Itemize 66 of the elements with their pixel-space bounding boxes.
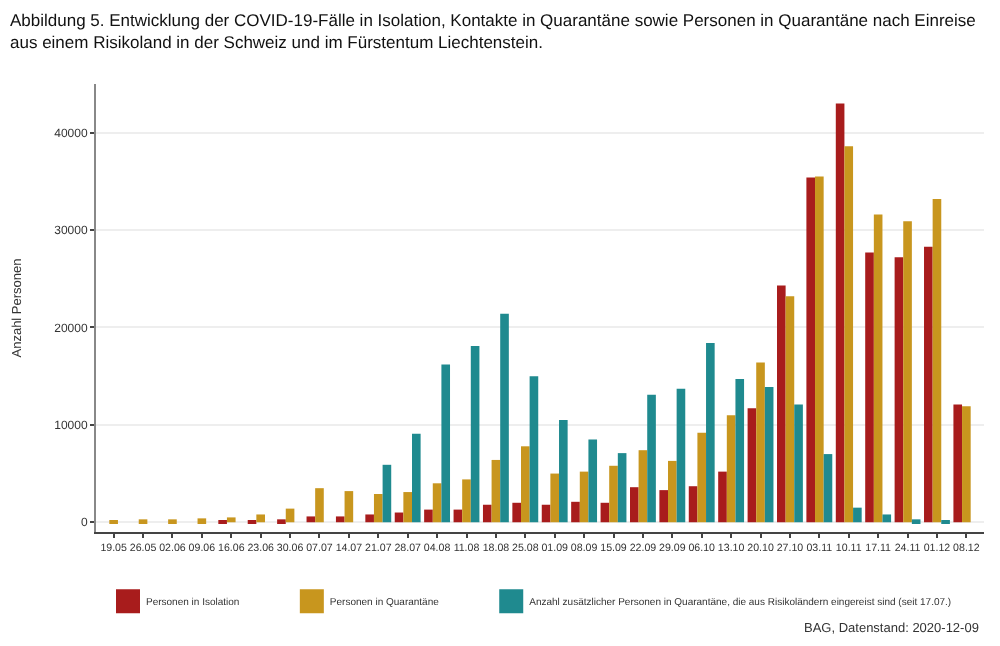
bar [697, 432, 707, 523]
bar [579, 471, 589, 523]
bar [491, 459, 501, 523]
bar [882, 514, 892, 523]
bar [365, 514, 374, 523]
bar [932, 198, 942, 523]
bar [512, 502, 521, 523]
chart-title: Abbildung 5. Entwicklung der COVID-19-Fälle in Isolation, Kontakte in Quarantäne sowie Personen in Quarantäne nach Einreise aus einem Risikoland in der Schweiz und im Fürstentum Liechtenstein. [10, 9, 977, 52]
bar [609, 465, 618, 523]
bar [706, 343, 715, 523]
bar [571, 501, 580, 523]
bar [403, 492, 412, 523]
bar [924, 246, 933, 523]
bar [344, 491, 354, 523]
bar [520, 446, 530, 523]
bar [756, 362, 765, 523]
bar [726, 415, 736, 523]
bar [718, 471, 727, 523]
bar [853, 507, 862, 523]
bar [835, 103, 845, 523]
bar [647, 394, 656, 523]
bar [823, 454, 833, 523]
bar [600, 502, 610, 523]
bar [256, 514, 265, 523]
bar [894, 257, 904, 523]
bar [432, 483, 442, 523]
bar [382, 464, 392, 523]
bar [815, 176, 824, 523]
bar [500, 313, 509, 523]
bar [747, 408, 757, 523]
bar [735, 379, 745, 523]
bar [688, 486, 698, 523]
bar [226, 517, 236, 523]
bar [441, 364, 451, 523]
bar [668, 460, 677, 523]
bar [559, 420, 568, 523]
bar [629, 487, 639, 523]
bar [806, 177, 816, 523]
bar [617, 453, 627, 523]
bar [962, 406, 971, 523]
bar [676, 388, 686, 523]
bar [638, 450, 648, 523]
bar [865, 252, 874, 523]
bar [470, 345, 480, 523]
bar [373, 494, 383, 523]
bar [197, 518, 207, 524]
bar [873, 214, 883, 523]
bar [844, 146, 854, 523]
bar [785, 296, 795, 523]
bar [953, 404, 963, 523]
bar [588, 439, 598, 523]
bar [462, 479, 471, 523]
bar [903, 221, 912, 523]
bar [306, 516, 316, 523]
bar [529, 376, 539, 523]
bar [764, 386, 774, 523]
bar [659, 490, 668, 523]
bar [794, 404, 803, 523]
bar [550, 473, 560, 523]
bar [482, 504, 492, 523]
bar [335, 516, 345, 523]
bar [412, 433, 421, 523]
bar [315, 488, 324, 523]
bar [424, 509, 433, 523]
bar [777, 285, 786, 523]
bar [541, 504, 551, 523]
